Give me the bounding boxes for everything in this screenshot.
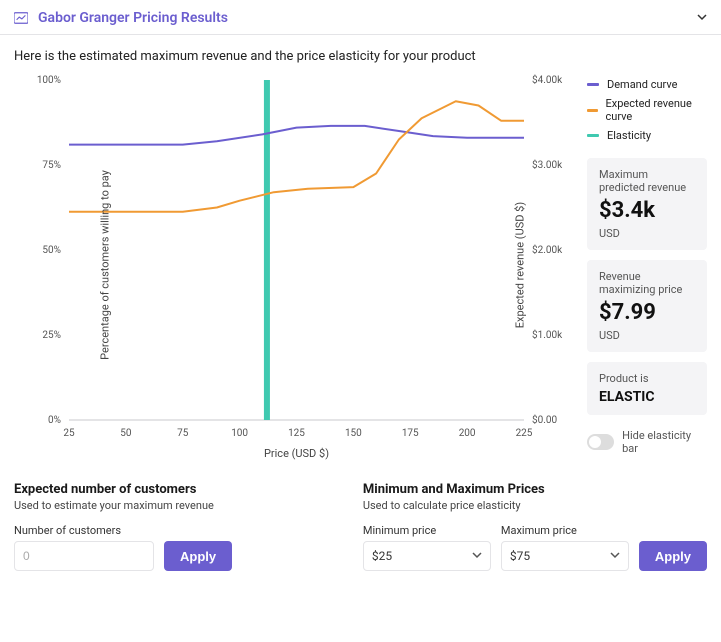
apply-customers-button[interactable]: Apply (164, 541, 232, 571)
toggle-label: Hide elasticity bar (622, 429, 707, 455)
chart-legend: Demand curve Expected revenue curve Elasti… (587, 70, 707, 148)
field-label: Number of customers (14, 524, 154, 537)
legend-label: Demand curve (607, 78, 677, 91)
panel-label: Product is (599, 372, 695, 385)
svg-text:100: 100 (231, 428, 248, 439)
form-subtitle: Used to calculate price elasticity (363, 499, 707, 512)
panel-value: $3.4k (599, 198, 695, 223)
legend-item: Demand curve (587, 78, 707, 91)
customers-form: Expected number of customers Used to est… (14, 482, 343, 571)
chart-icon (14, 12, 28, 24)
svg-text:50%: 50% (42, 245, 61, 256)
x-axis-label: Price (USD $) (264, 447, 329, 460)
panel-value: $7.99 (599, 300, 695, 325)
section-header[interactable]: Gabor Granger Pricing Results (0, 0, 721, 35)
section-title: Gabor Granger Pricing Results (38, 10, 697, 26)
svg-text:175: 175 (402, 428, 419, 439)
legend-label: Expected revenue curve (606, 97, 707, 123)
panel-unit: USD (599, 329, 695, 342)
customers-input[interactable] (14, 541, 154, 571)
pricing-chart: 0% 25% 50% 75% 100% $0.00 $1.00k $2.00k $3.00k $4… (14, 70, 579, 460)
svg-text:125: 125 (288, 428, 305, 439)
panel-value: ELASTIC (599, 389, 695, 405)
y1-axis-label: Percentage of customers willing to pay (98, 170, 111, 360)
legend-swatch (587, 134, 599, 137)
chevron-down-icon[interactable] (697, 11, 707, 25)
svg-text:0%: 0% (48, 415, 61, 426)
apply-prices-button[interactable]: Apply (639, 541, 707, 571)
svg-text:25%: 25% (42, 330, 61, 341)
panel-label: Revenue maximizing price (599, 270, 695, 296)
svg-text:$2.00k: $2.00k (532, 243, 563, 256)
min-price-select[interactable]: $25 (363, 541, 491, 571)
select-value: $25 (372, 549, 392, 563)
field-label: Maximum price (501, 524, 629, 537)
legend-swatch (587, 109, 598, 112)
max-revenue-panel: Maximum predicted revenue $3.4k USD (587, 158, 707, 250)
svg-text:75%: 75% (42, 160, 61, 171)
elasticity-panel: Product is ELASTIC (587, 362, 707, 415)
y2-axis-label: Expected revenue (USD $) (513, 202, 526, 328)
legend-item: Expected revenue curve (587, 97, 707, 123)
intro-text: Here is the estimated maximum revenue an… (0, 35, 721, 70)
svg-text:50: 50 (120, 428, 132, 439)
svg-text:150: 150 (345, 428, 362, 439)
select-value: $75 (510, 549, 530, 563)
svg-text:$3.00k: $3.00k (532, 158, 563, 171)
chevron-down-icon (472, 550, 482, 563)
form-title: Expected number of customers (14, 482, 343, 497)
svg-text:$1.00k: $1.00k (532, 328, 563, 341)
max-price-select[interactable]: $75 (501, 541, 629, 571)
panel-unit: USD (599, 227, 695, 240)
rev-price-panel: Revenue maximizing price $7.99 USD (587, 260, 707, 352)
svg-text:$4.00k: $4.00k (532, 73, 563, 86)
panel-label: Maximum predicted revenue (599, 168, 695, 194)
form-title: Minimum and Maximum Prices (363, 482, 707, 497)
chevron-down-icon (610, 550, 620, 563)
hide-elasticity-toggle[interactable] (587, 434, 614, 450)
legend-swatch (587, 83, 599, 86)
field-label: Minimum price (363, 524, 491, 537)
legend-item: Elasticity (587, 129, 707, 142)
prices-form: Minimum and Maximum Prices Used to calcu… (363, 482, 707, 571)
svg-text:100%: 100% (37, 75, 61, 86)
legend-label: Elasticity (607, 129, 651, 142)
svg-text:225: 225 (516, 428, 533, 439)
form-subtitle: Used to estimate your maximum revenue (14, 499, 343, 512)
svg-text:25: 25 (63, 428, 75, 439)
svg-text:200: 200 (459, 428, 476, 439)
svg-text:$0.00: $0.00 (532, 413, 557, 426)
svg-text:75: 75 (177, 428, 189, 439)
